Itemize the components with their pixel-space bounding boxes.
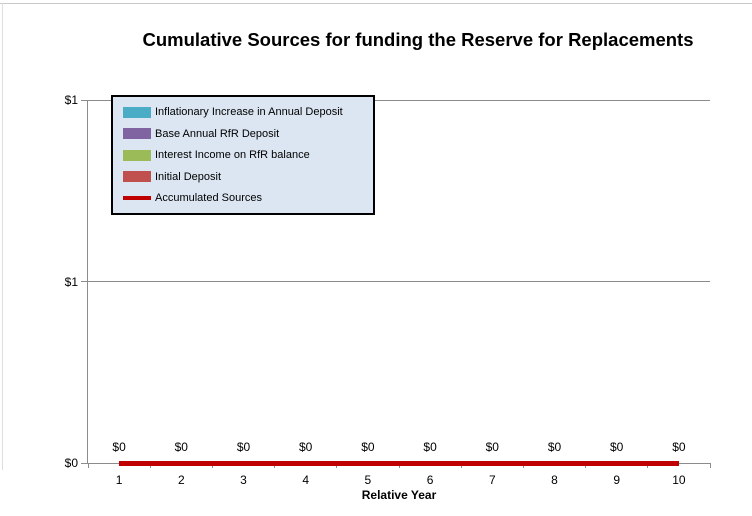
legend-line-swatch <box>123 196 151 200</box>
y-axis-tick-label: $1 <box>64 274 78 289</box>
chart-frame-left-border <box>2 3 3 470</box>
x-axis-tick-label: 1 <box>115 473 123 487</box>
data-label: $0 <box>299 440 313 454</box>
data-label: $0 <box>236 440 251 454</box>
legend-item-label: Accumulated Sources <box>155 192 262 204</box>
x-axis-tick-label: 5 <box>364 473 372 487</box>
chart-frame-top-border <box>0 3 752 4</box>
y-gridline <box>88 281 710 282</box>
data-label: $0 <box>423 440 437 454</box>
legend-item-label: Inflationary Increase in Annual Deposit <box>155 106 343 118</box>
data-label: $0 <box>485 440 499 454</box>
data-label: $0 <box>610 440 624 454</box>
data-label: $0 <box>112 440 126 454</box>
legend-item-label: Interest Income on RfR balance <box>155 149 310 161</box>
data-label: $0 <box>547 440 562 454</box>
legend-item: Base Annual RfR Deposit <box>123 127 367 141</box>
legend-bar-swatch <box>123 149 151 161</box>
legend-item-label: Base Annual RfR Deposit <box>155 127 280 140</box>
x-axis-tick <box>709 463 711 468</box>
y-axis-tick <box>81 281 88 282</box>
x-axis-tick-label: 7 <box>488 473 496 487</box>
y-axis-tick-label: $1 <box>64 93 78 107</box>
legend-item: Initial Deposit <box>123 170 367 184</box>
chart-title: Cumulative Sources for funding the Reser… <box>142 29 694 50</box>
x-axis-tick-label: 2 <box>177 473 185 487</box>
legend-bar-swatch <box>123 106 151 118</box>
x-axis-tick-label: 8 <box>551 473 558 487</box>
x-axis-title: Relative Year <box>361 488 437 502</box>
data-label: $0 <box>174 440 188 454</box>
x-axis-tick-label: 10 <box>672 473 686 487</box>
legend-bar-swatch <box>123 128 151 139</box>
legend-item: Inflationary Increase in Annual Deposit <box>123 105 367 119</box>
y-axis-tick <box>81 462 88 464</box>
accumulated-sources-line <box>119 461 679 466</box>
legend-bar-swatch <box>123 171 151 182</box>
x-axis-tick-label: 6 <box>426 473 434 487</box>
legend-item: Accumulated Sources <box>123 191 367 205</box>
y-axis-tick-label: $0 <box>64 456 78 470</box>
x-axis-tick-label: 3 <box>240 473 247 487</box>
y-axis-tick <box>81 99 88 101</box>
x-axis-tick <box>87 463 89 468</box>
y-axis-line <box>87 100 88 464</box>
legend-item-label: Initial Deposit <box>155 170 222 183</box>
x-axis-tick-label: 4 <box>302 473 310 487</box>
legend-item: Interest Income on RfR balance <box>123 148 367 162</box>
x-axis-tick-label: 9 <box>613 473 621 487</box>
data-label: $0 <box>672 440 686 454</box>
data-label: $0 <box>361 440 375 454</box>
chart-legend: Inflationary Increase in Annual Deposit B… <box>111 95 375 215</box>
y-gridline <box>88 99 710 101</box>
